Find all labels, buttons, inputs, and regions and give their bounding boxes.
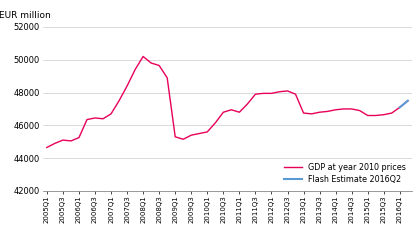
GDP at year 2010 prices: [165, 76, 170, 79]
GDP at year 2010 prices: [341, 108, 346, 110]
GDP at year 2010 prices: [84, 118, 89, 121]
GDP at year 2010 prices: [213, 121, 218, 124]
GDP at year 2010 prices: [197, 132, 202, 135]
GDP at year 2010 prices: [381, 113, 386, 116]
GDP at year 2010 prices: [397, 106, 402, 109]
GDP at year 2010 prices: [69, 140, 74, 142]
Text: EUR million: EUR million: [0, 11, 50, 20]
GDP at year 2010 prices: [325, 110, 330, 113]
GDP at year 2010 prices: [221, 111, 226, 114]
GDP at year 2010 prices: [181, 138, 186, 141]
GDP at year 2010 prices: [116, 99, 121, 102]
GDP at year 2010 prices: [124, 85, 129, 87]
GDP at year 2010 prices: [285, 89, 290, 92]
GDP at year 2010 prices: [293, 93, 298, 96]
Line: Flash Estimate 2016Q2: Flash Estimate 2016Q2: [400, 101, 408, 107]
GDP at year 2010 prices: [92, 117, 97, 119]
GDP at year 2010 prices: [149, 62, 154, 64]
GDP at year 2010 prices: [373, 114, 378, 117]
GDP at year 2010 prices: [365, 114, 370, 117]
GDP at year 2010 prices: [389, 112, 394, 114]
GDP at year 2010 prices: [261, 92, 266, 95]
GDP at year 2010 prices: [229, 109, 234, 111]
GDP at year 2010 prices: [317, 111, 322, 114]
GDP at year 2010 prices: [405, 99, 410, 102]
Line: GDP at year 2010 prices: GDP at year 2010 prices: [47, 57, 408, 148]
GDP at year 2010 prices: [309, 113, 314, 115]
GDP at year 2010 prices: [245, 103, 250, 105]
GDP at year 2010 prices: [277, 90, 282, 93]
GDP at year 2010 prices: [60, 139, 65, 141]
Flash Estimate 2016Q2: [405, 99, 410, 102]
GDP at year 2010 prices: [157, 64, 162, 67]
GDP at year 2010 prices: [205, 131, 210, 133]
GDP at year 2010 prices: [301, 112, 306, 114]
GDP at year 2010 prices: [77, 136, 82, 139]
GDP at year 2010 prices: [52, 142, 57, 145]
GDP at year 2010 prices: [101, 117, 106, 120]
GDP at year 2010 prices: [333, 109, 338, 111]
GDP at year 2010 prices: [253, 93, 258, 96]
GDP at year 2010 prices: [237, 111, 242, 114]
GDP at year 2010 prices: [269, 92, 274, 95]
GDP at year 2010 prices: [349, 108, 354, 110]
Legend: GDP at year 2010 prices, Flash Estimate 2016Q2: GDP at year 2010 prices, Flash Estimate …: [282, 161, 408, 185]
GDP at year 2010 prices: [133, 68, 138, 71]
GDP at year 2010 prices: [109, 113, 114, 115]
GDP at year 2010 prices: [45, 146, 50, 149]
GDP at year 2010 prices: [173, 136, 178, 138]
GDP at year 2010 prices: [357, 109, 362, 112]
Flash Estimate 2016Q2: [397, 106, 402, 109]
GDP at year 2010 prices: [141, 55, 146, 58]
GDP at year 2010 prices: [189, 134, 194, 136]
